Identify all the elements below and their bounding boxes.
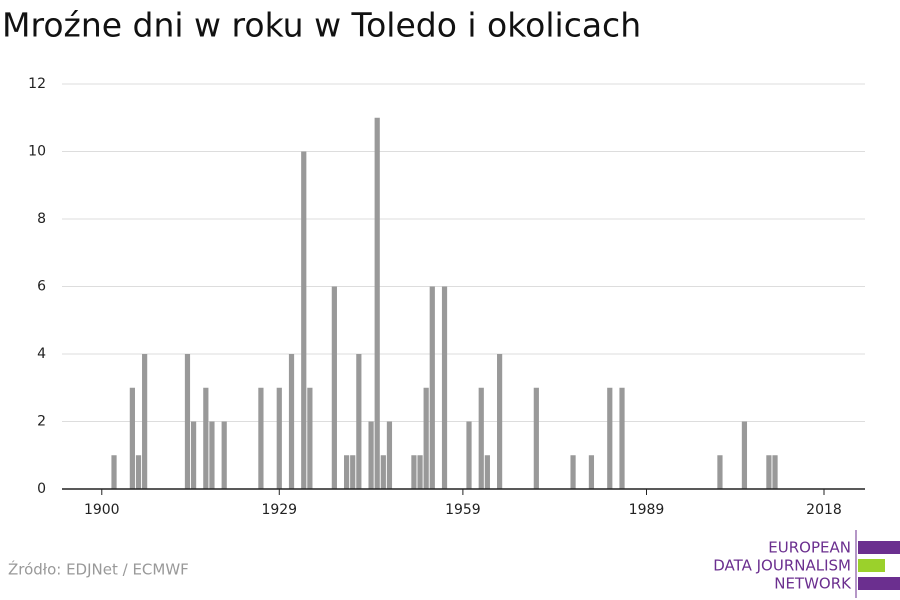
bar xyxy=(276,387,282,489)
bar xyxy=(533,387,539,489)
logo-bar xyxy=(858,577,900,590)
logo-text: EUROPEAN xyxy=(768,539,851,557)
y-tick-label: 2 xyxy=(37,414,46,430)
logo-bar xyxy=(858,559,885,572)
logo-bar xyxy=(858,541,900,554)
bar xyxy=(411,455,417,489)
bar xyxy=(111,455,117,489)
bar xyxy=(717,455,723,489)
x-tick-label: 2018 xyxy=(806,502,842,518)
bar xyxy=(417,455,423,489)
bar xyxy=(356,354,362,489)
bar xyxy=(209,421,215,489)
source: Źródło: EDJNet / ECMWF xyxy=(8,560,189,579)
y-tick-label: 6 xyxy=(37,279,46,295)
bar xyxy=(221,421,227,489)
bar xyxy=(570,455,576,489)
bar xyxy=(307,387,313,489)
bar xyxy=(350,455,356,489)
bar xyxy=(142,354,148,489)
bar xyxy=(588,455,595,489)
bar xyxy=(380,455,386,489)
logo: EUROPEAN DATA JOURNALISM NETWORK xyxy=(713,530,900,598)
logo-text: DATA JOURNALISM xyxy=(713,557,851,575)
chart-title: Mroźne dni w roku w Toledo i okolicach xyxy=(2,6,641,45)
y-tick-label: 4 xyxy=(37,346,46,362)
bar xyxy=(441,286,448,489)
bar xyxy=(772,455,778,489)
y-tick-label: 10 xyxy=(28,144,46,160)
bar xyxy=(129,387,135,489)
bar xyxy=(386,421,393,489)
bar xyxy=(301,151,307,489)
bar xyxy=(184,354,191,489)
bar xyxy=(258,387,264,489)
bar xyxy=(423,387,429,489)
x-tick-label: 1989 xyxy=(629,502,665,518)
bar xyxy=(466,421,472,489)
bar xyxy=(478,387,484,489)
bar xyxy=(741,421,748,489)
bar xyxy=(619,387,625,489)
bar xyxy=(288,354,295,489)
bar xyxy=(343,455,350,489)
bar xyxy=(190,421,197,489)
x-tick-label: 1900 xyxy=(84,502,120,518)
y-tick-label: 8 xyxy=(37,211,46,227)
bar xyxy=(203,387,209,489)
x-tick-label: 1959 xyxy=(445,502,481,518)
bar xyxy=(135,455,142,489)
x-tick-label: 1929 xyxy=(261,502,297,518)
bar xyxy=(497,354,503,489)
bar xyxy=(331,286,337,489)
bar xyxy=(429,286,435,489)
bar xyxy=(766,455,772,489)
y-tick-label: 12 xyxy=(28,76,46,92)
bar xyxy=(368,421,374,489)
logo-text: NETWORK xyxy=(774,575,852,593)
bar xyxy=(607,387,613,489)
bar xyxy=(374,117,380,489)
bar xyxy=(484,455,490,489)
y-tick-label: 0 xyxy=(37,481,46,497)
